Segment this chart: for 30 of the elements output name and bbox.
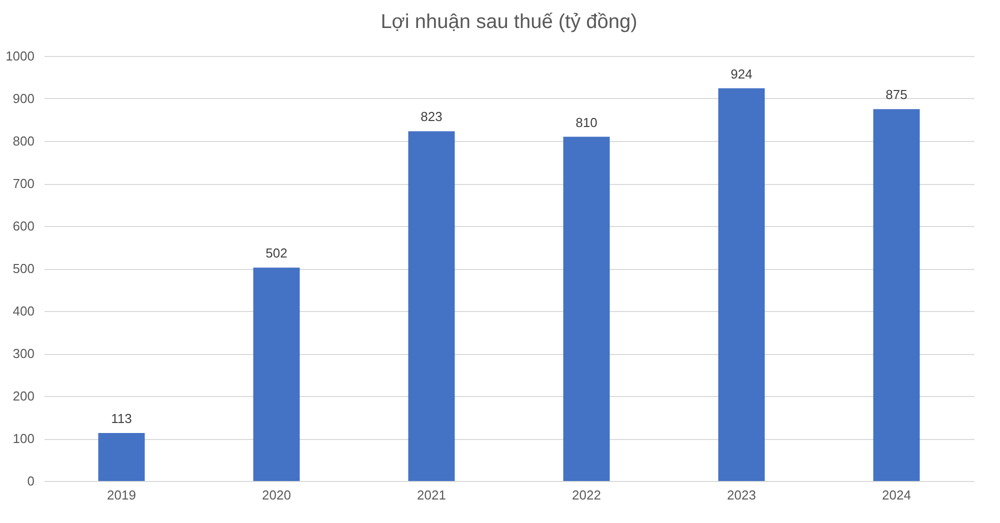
data-label: 113 <box>111 410 132 426</box>
data-label: 875 <box>886 87 908 102</box>
y-tick-label: 900 <box>12 91 34 106</box>
y-tick-label: 400 <box>12 304 34 318</box>
x-tick-label: 2023 <box>727 488 756 502</box>
x-tick-label: 2022 <box>572 488 601 502</box>
bar <box>718 88 765 481</box>
y-tick-label: 500 <box>12 261 34 276</box>
bar <box>563 136 610 481</box>
y-tick-label: 600 <box>12 218 34 234</box>
bar <box>253 268 300 481</box>
data-label: 823 <box>420 109 442 124</box>
y-tick-label: 300 <box>12 346 34 361</box>
data-label: 924 <box>730 66 752 82</box>
x-tick-label: 2021 <box>417 488 446 502</box>
x-tick-label: 2020 <box>262 488 291 502</box>
y-tick-label: 700 <box>12 176 34 191</box>
y-tick-label: 1000 <box>6 48 34 64</box>
bar <box>98 432 145 481</box>
y-tick-label: 100 <box>12 431 34 446</box>
data-label: 810 <box>576 114 598 130</box>
bar <box>873 109 920 481</box>
y-tick-label: 0 <box>27 474 34 488</box>
data-label: 502 <box>266 246 288 261</box>
y-tick-label: 800 <box>12 134 34 148</box>
bar <box>408 131 455 481</box>
y-tick-label: 200 <box>12 388 34 404</box>
x-tick-label: 2019 <box>107 488 136 502</box>
chart-title: Lợi nhuận sau thuế (tỷ đồng) <box>380 11 638 33</box>
x-tick-label: 2024 <box>882 488 911 502</box>
